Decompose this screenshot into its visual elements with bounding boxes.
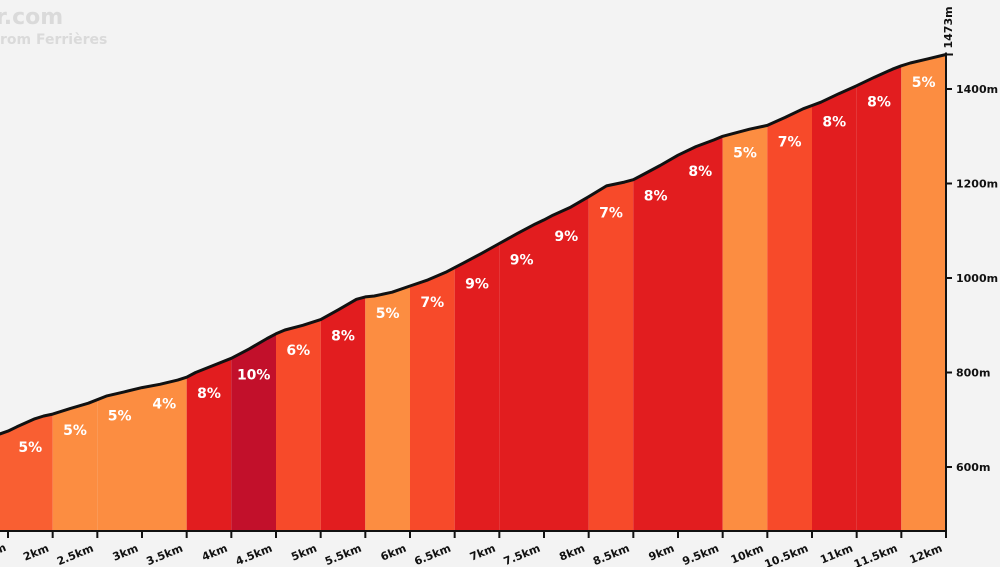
grade-label-1: 5% bbox=[18, 440, 42, 456]
x-tick-label-1: 2km bbox=[21, 542, 50, 564]
grade-label-10: 7% bbox=[420, 295, 444, 311]
summit-elevation-label: 1473m bbox=[942, 6, 955, 48]
y-tick-label-1: 800m bbox=[956, 367, 990, 380]
segment-17 bbox=[722, 125, 768, 532]
segment-10 bbox=[410, 267, 455, 531]
grade-label-12: 9% bbox=[510, 253, 534, 269]
x-tick-label-21: 12km bbox=[908, 542, 944, 567]
grade-label-2: 5% bbox=[63, 423, 87, 439]
grade-label-7: 6% bbox=[286, 343, 310, 359]
x-tick-label-16: 9.5km bbox=[680, 542, 720, 567]
y-tick-label-3: 1200m bbox=[956, 178, 998, 191]
gradient-labels: 5% 5% 5% 4% 8% 10% 6% 8% 5% 7% 9% 9% 9% 7% 8% 8% 5% 7% 8% 8… bbox=[18, 75, 935, 456]
grade-label-5: 8% bbox=[197, 386, 221, 402]
gradient-segments bbox=[0, 54, 946, 532]
x-axis: m 2km 2.5km 3km 3.5km 4km 4.5km 5km 5.5km 6km 6.5k… bbox=[0, 530, 947, 567]
segment-21 bbox=[901, 54, 946, 531]
segment-8 bbox=[320, 296, 366, 531]
x-tick-label-10: 6.5km bbox=[412, 542, 452, 567]
grade-label-21: 5% bbox=[912, 75, 936, 91]
segment-5 bbox=[186, 358, 232, 531]
x-tick-label-19: 11km bbox=[818, 542, 854, 567]
profile-outline bbox=[0, 53, 948, 436]
segment-3 bbox=[97, 387, 142, 531]
segment-16 bbox=[678, 136, 723, 532]
grade-label-15: 8% bbox=[644, 189, 668, 205]
grade-label-4: 4% bbox=[152, 397, 176, 413]
segment-19 bbox=[812, 85, 857, 531]
x-tick-label-17: 10km bbox=[729, 542, 765, 567]
x-tick-label-15: 9km bbox=[647, 542, 676, 564]
segment-15 bbox=[633, 155, 678, 531]
x-tick-label-8: 5.5km bbox=[323, 542, 363, 567]
segment-4 bbox=[142, 377, 187, 531]
x-tick-label-3: 3km bbox=[111, 542, 140, 564]
segment-12 bbox=[499, 219, 544, 531]
grade-label-3: 5% bbox=[108, 409, 132, 425]
watermark-site: r.com bbox=[0, 5, 64, 30]
segment-11 bbox=[454, 243, 500, 531]
x-tick-label-14: 8.5km bbox=[591, 542, 631, 567]
segment-9 bbox=[365, 286, 410, 531]
x-tick-label-4: 3.5km bbox=[144, 542, 184, 567]
grade-label-6: 10% bbox=[237, 367, 271, 383]
segment-13 bbox=[544, 196, 589, 531]
grade-label-11: 9% bbox=[465, 277, 489, 293]
segment-20 bbox=[856, 65, 902, 532]
profile-outline-group bbox=[0, 53, 948, 436]
segment-2 bbox=[52, 399, 98, 531]
grade-label-9: 5% bbox=[376, 306, 400, 322]
x-tick-label-12: 7.5km bbox=[502, 542, 542, 567]
x-tick-label-11: 7km bbox=[468, 542, 497, 564]
x-tick-label-2: 2.5km bbox=[55, 542, 95, 567]
watermark-subtitle: rom Ferrières bbox=[0, 32, 108, 48]
y-axis: 600m 800m 1000m 1200m 1400m 1473m bbox=[942, 6, 998, 531]
segment-14 bbox=[588, 179, 634, 531]
y-tick-label-4: 1400m bbox=[956, 83, 998, 96]
x-tick-label-20: 11.5km bbox=[852, 542, 899, 567]
grade-label-14: 7% bbox=[599, 206, 623, 222]
grade-label-16: 8% bbox=[688, 164, 712, 180]
segment-6 bbox=[231, 333, 276, 531]
x-tick-label-13: 8km bbox=[557, 542, 586, 564]
x-tick-label-0: m bbox=[0, 541, 8, 557]
x-tick-label-18: 10.5km bbox=[763, 542, 810, 567]
y-tick-label-0: 600m bbox=[956, 461, 990, 474]
x-tick-label-9: 6km bbox=[379, 542, 408, 564]
grade-label-13: 9% bbox=[554, 229, 578, 245]
x-tick-label-6: 4.5km bbox=[234, 542, 274, 567]
x-tick-label-5: 4km bbox=[200, 542, 229, 564]
y-tick-label-2: 1000m bbox=[956, 272, 998, 285]
grade-label-19: 8% bbox=[822, 115, 846, 131]
segment-7 bbox=[276, 319, 321, 531]
x-tick-label-7: 5km bbox=[289, 542, 318, 564]
grade-label-17: 5% bbox=[733, 145, 757, 161]
segment-18 bbox=[767, 105, 812, 531]
grade-label-20: 8% bbox=[867, 95, 891, 111]
segment-1 bbox=[0, 414, 53, 531]
grade-label-8: 8% bbox=[331, 329, 355, 345]
grade-label-18: 7% bbox=[778, 134, 802, 150]
